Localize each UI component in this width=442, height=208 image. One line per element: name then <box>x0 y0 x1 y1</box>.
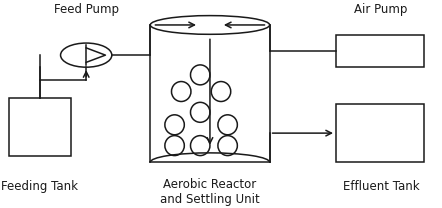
Text: Feed Pump: Feed Pump <box>53 3 119 16</box>
Bar <box>336 35 424 67</box>
Text: Feeding Tank: Feeding Tank <box>1 180 78 193</box>
Ellipse shape <box>150 16 270 34</box>
Bar <box>336 104 424 162</box>
Bar <box>9 98 71 156</box>
Text: Air Pump: Air Pump <box>354 3 408 16</box>
Text: Aerobic Reactor
and Settling Unit: Aerobic Reactor and Settling Unit <box>160 178 260 206</box>
Text: Effluent Tank: Effluent Tank <box>343 180 419 193</box>
